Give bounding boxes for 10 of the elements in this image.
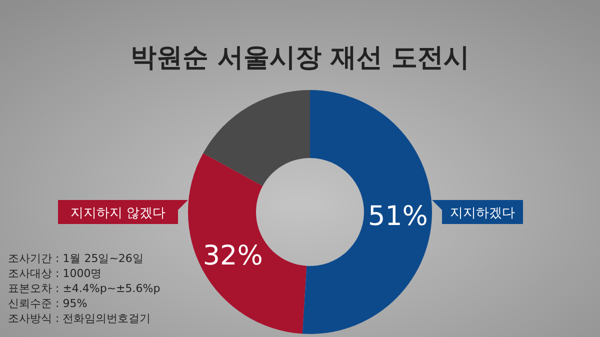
data-label: 51% [368,200,428,232]
text: 신뢰수준 : 95% [8,297,88,310]
slice-label: 지지하지 않겠다 [70,206,166,221]
chart-title: 박원순 서울시장 재선 도전시 [130,43,470,73]
legend-label: 지지하겠다 [450,206,515,221]
data-label: 32% [202,240,263,272]
text: 조사대상 : 1000명 [8,267,102,280]
text: 조사방식 : 전화임의번호걸기 [8,312,151,325]
text: 표본오차 : ±4.4%p~±5.6%p [8,282,160,295]
text: 조사기간 : 1월 25일~26일 [8,252,144,265]
